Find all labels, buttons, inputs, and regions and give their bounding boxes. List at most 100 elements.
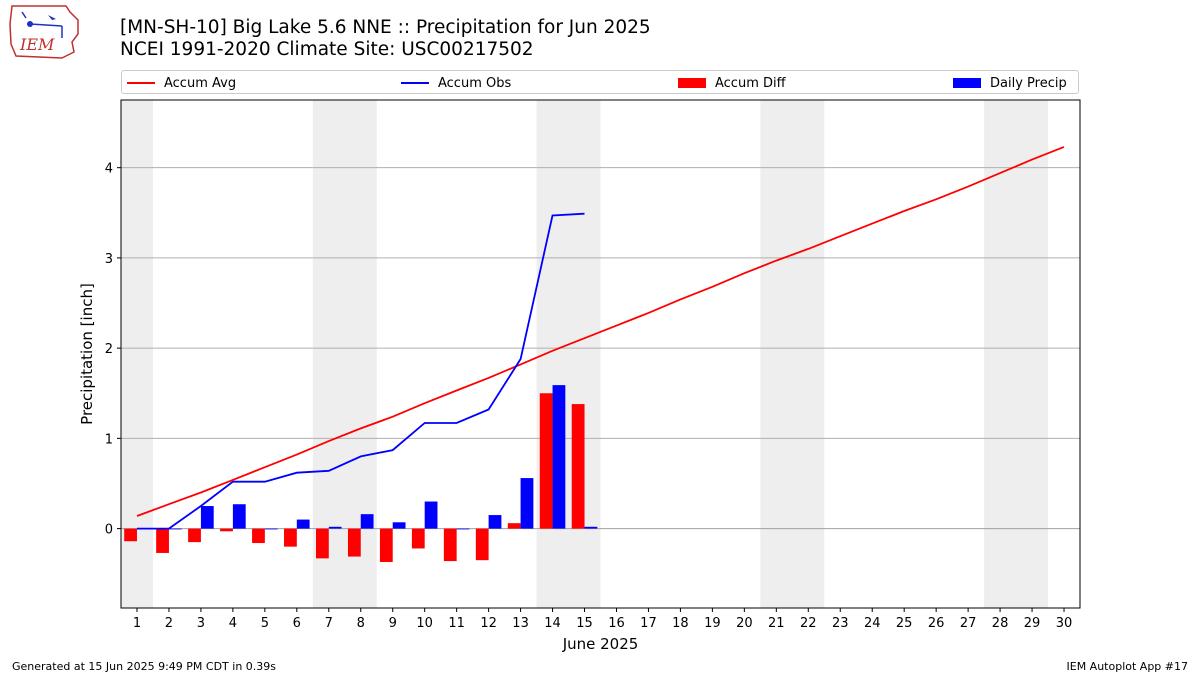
accum-diff-bar (220, 528, 233, 532)
accum-diff-bar (571, 404, 585, 529)
accum-diff-bar (443, 528, 457, 562)
x-tick-label: 5 (261, 616, 269, 631)
x-tick-label: 14 (544, 616, 561, 631)
accum-diff-bar (411, 528, 425, 549)
x-tick-label: 27 (960, 616, 977, 631)
daily-precip-bar (200, 506, 214, 529)
accum-diff-bar (379, 528, 393, 562)
daily-precip-bar (520, 478, 534, 529)
accum-avg-line (136, 146, 1065, 517)
legend: Accum Avg Accum Obs Accum Diff Daily Pre… (121, 70, 1079, 94)
x-tick-label: 19 (704, 616, 721, 631)
legend-swatch-accum-obs (401, 82, 429, 84)
weekend-band-3 (760, 100, 825, 608)
y-axis-label: Precipitation [inch] (78, 283, 96, 425)
legend-swatch-accum-diff (678, 78, 706, 88)
legend-item-accum-avg: Accum Avg (127, 74, 236, 92)
x-tick-label: 7 (325, 616, 333, 631)
x-tick-label: 25 (896, 616, 913, 631)
legend-label-accum-avg: Accum Avg (164, 75, 237, 91)
legend-item-accum-obs: Accum Obs (401, 74, 511, 92)
title-line-1: [MN-SH-10] Big Lake 5.6 NNE :: Precipita… (120, 17, 651, 38)
daily-precip-bar (296, 519, 310, 529)
daily-precip-bars (136, 385, 598, 530)
x-tick-label: 9 (389, 616, 397, 631)
daily-precip-bar (328, 526, 342, 529)
x-tick-label: 10 (416, 616, 433, 631)
x-tick-label: 17 (640, 616, 657, 631)
iem-logo: IEM (8, 4, 80, 60)
daily-precip-bar (360, 514, 374, 529)
daily-precip-bar (392, 522, 406, 529)
x-tick-label: 26 (928, 616, 945, 631)
daily-precip-bar (168, 528, 182, 530)
x-tick-label: 12 (480, 616, 497, 631)
y-tick-label: 4 (105, 162, 113, 177)
daily-precip-bar (456, 528, 470, 530)
x-axis-label: June 2025 (562, 635, 639, 653)
x-tick-label: 11 (448, 616, 465, 631)
daily-precip-bar (584, 526, 598, 529)
iem-logo-icon: IEM (9, 5, 79, 59)
accum-diff-bars (124, 393, 585, 562)
x-tick-label: 13 (512, 616, 529, 631)
accum-diff-bar (284, 528, 297, 547)
x-tick-label: 22 (800, 616, 817, 631)
legend-label-daily-precip: Daily Precip (990, 75, 1067, 91)
y-gridlines (121, 167, 1080, 439)
y-tick-label: 2 (105, 342, 113, 357)
y-tick-label: 0 (105, 523, 113, 538)
x-tick-label: 23 (832, 616, 849, 631)
legend-swatch-accum-avg (127, 82, 155, 84)
daily-precip-bar (488, 515, 502, 529)
y-tick-label: 3 (105, 252, 113, 267)
x-tick-label: 3 (197, 616, 205, 631)
y-axis-ticks: 0 1 2 3 4 (105, 162, 121, 538)
chart-title: [MN-SH-10] Big Lake 5.6 NNE :: Precipita… (120, 17, 651, 61)
accum-diff-bar (347, 528, 361, 557)
x-tick-label: 6 (293, 616, 301, 631)
footer-app: IEM Autoplot App #17 (1066, 660, 1189, 673)
accum-diff-bar (539, 393, 553, 529)
accum-diff-bar (124, 528, 137, 542)
x-tick-label: 8 (357, 616, 365, 631)
accum-diff-bar (315, 528, 329, 559)
accum-diff-bar (252, 528, 265, 544)
x-tick-label: 1 (133, 616, 141, 631)
x-tick-label: 16 (608, 616, 625, 631)
legend-label-accum-diff: Accum Diff (715, 75, 786, 91)
accum-diff-bar (156, 528, 169, 553)
legend-swatch-daily-precip (953, 78, 981, 88)
accum-diff-bar (475, 528, 489, 561)
x-tick-label: 24 (864, 616, 881, 631)
weekend-band-0 (121, 100, 153, 608)
weekend-shading (121, 100, 1049, 608)
x-tick-label: 15 (576, 616, 593, 631)
accum-diff-bar (188, 528, 201, 543)
legend-item-accum-diff: Accum Diff (678, 74, 786, 92)
title-line-2: NCEI 1991-2020 Climate Site: USC00217502 (120, 39, 534, 60)
x-tick-label: 20 (736, 616, 753, 631)
x-tick-label: 21 (768, 616, 785, 631)
plot-frame (120, 99, 1081, 609)
accum-obs-line (137, 212, 585, 530)
legend-label-accum-obs: Accum Obs (438, 75, 512, 91)
x-tick-label: 2 (165, 616, 173, 631)
svg-text:IEM: IEM (19, 35, 55, 54)
x-tick-label: 4 (229, 616, 237, 631)
daily-precip-bar (552, 385, 566, 529)
accum-lines (136, 146, 1065, 530)
x-tick-label: 18 (672, 616, 689, 631)
footer-generated: Generated at 15 Jun 2025 9:49 PM CDT in … (12, 660, 277, 673)
daily-precip-bar (232, 504, 246, 529)
weekend-band-4 (984, 100, 1049, 608)
x-tick-label: 30 (1056, 616, 1073, 631)
y-tick-label: 1 (105, 432, 113, 447)
x-axis-ticks: 1 2 3 4 5 6 7 8 9 10 11 12 13 14 15 16 17 18 19 20 21 22 23 24 2… (133, 608, 1072, 631)
daily-precip-bar (424, 501, 438, 529)
legend-item-daily-precip: Daily Precip (953, 74, 1067, 92)
x-tick-label: 29 (1024, 616, 1041, 631)
daily-precip-bar (264, 528, 278, 530)
accum-diff-bar (507, 523, 521, 529)
